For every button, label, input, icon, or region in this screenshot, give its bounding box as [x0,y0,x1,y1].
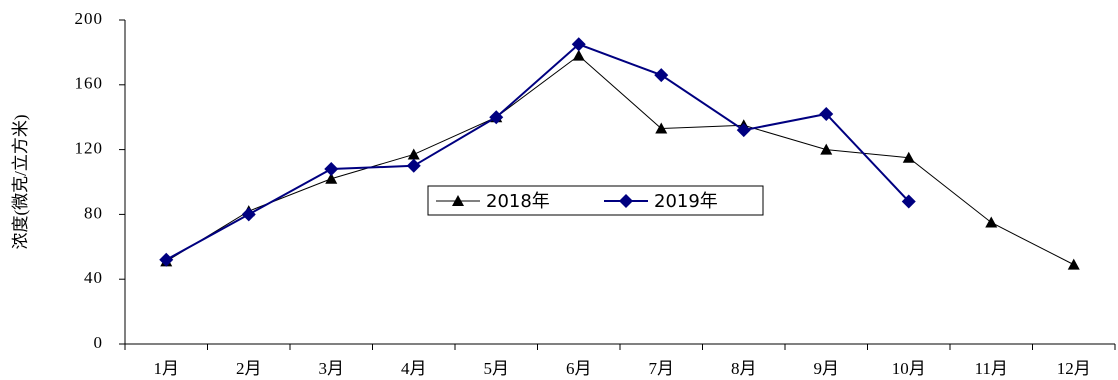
x-tick-label: 11月 [975,359,1008,378]
diamond-marker [901,194,916,209]
y-tick-label: 200 [75,9,104,28]
y-axis-label: 浓度(微克/立方米) [11,114,30,249]
y-tick-label: 120 [75,139,104,158]
legend-label: 2018年 [486,191,550,212]
x-tick-label: 12月 [1057,359,1091,378]
diamond-marker [819,106,834,121]
x-tick-label: 1月 [154,359,180,378]
x-tick-label: 2月 [236,359,262,378]
diamond-marker [324,162,339,177]
triangle-marker [820,143,833,155]
legend-box [427,185,764,216]
triangle-marker [452,195,464,206]
diamond-marker [619,194,633,208]
y-tick-label: 160 [75,74,104,93]
diamond-marker [406,158,421,173]
x-tick-label: 10月 [892,359,926,378]
triangle-marker [407,148,420,160]
legend: 2018年 2019年 [427,185,764,216]
y-tick-label: 80 [84,203,103,222]
series-line [165,54,1074,266]
triangle-marker [655,122,668,134]
x-tick-label: 3月 [319,359,345,378]
diamond-marker [159,252,174,267]
diamond-marker [654,68,669,83]
diamond-marker [571,37,586,52]
triangle-marker [1067,258,1080,270]
x-tick-label: 7月 [649,359,675,378]
x-tick-label: 8月 [731,359,757,378]
triangle-marker [902,151,915,163]
diamond-marker [241,207,256,222]
triangle-marker [325,172,338,184]
legend-label: 2019年 [654,191,718,212]
series-line [165,43,910,261]
triangle-marker [572,49,585,61]
diamond-marker [736,123,751,138]
x-tick-label: 9月 [814,359,840,378]
x-tick-label: 4月 [401,359,427,378]
y-tick-label: 40 [84,268,103,287]
diamond-marker [489,110,504,125]
triangle-marker [985,216,998,228]
x-tick-label: 6月 [566,359,592,378]
y-tick-label: 0 [94,333,104,352]
x-tick-label: 5月 [484,359,510,378]
